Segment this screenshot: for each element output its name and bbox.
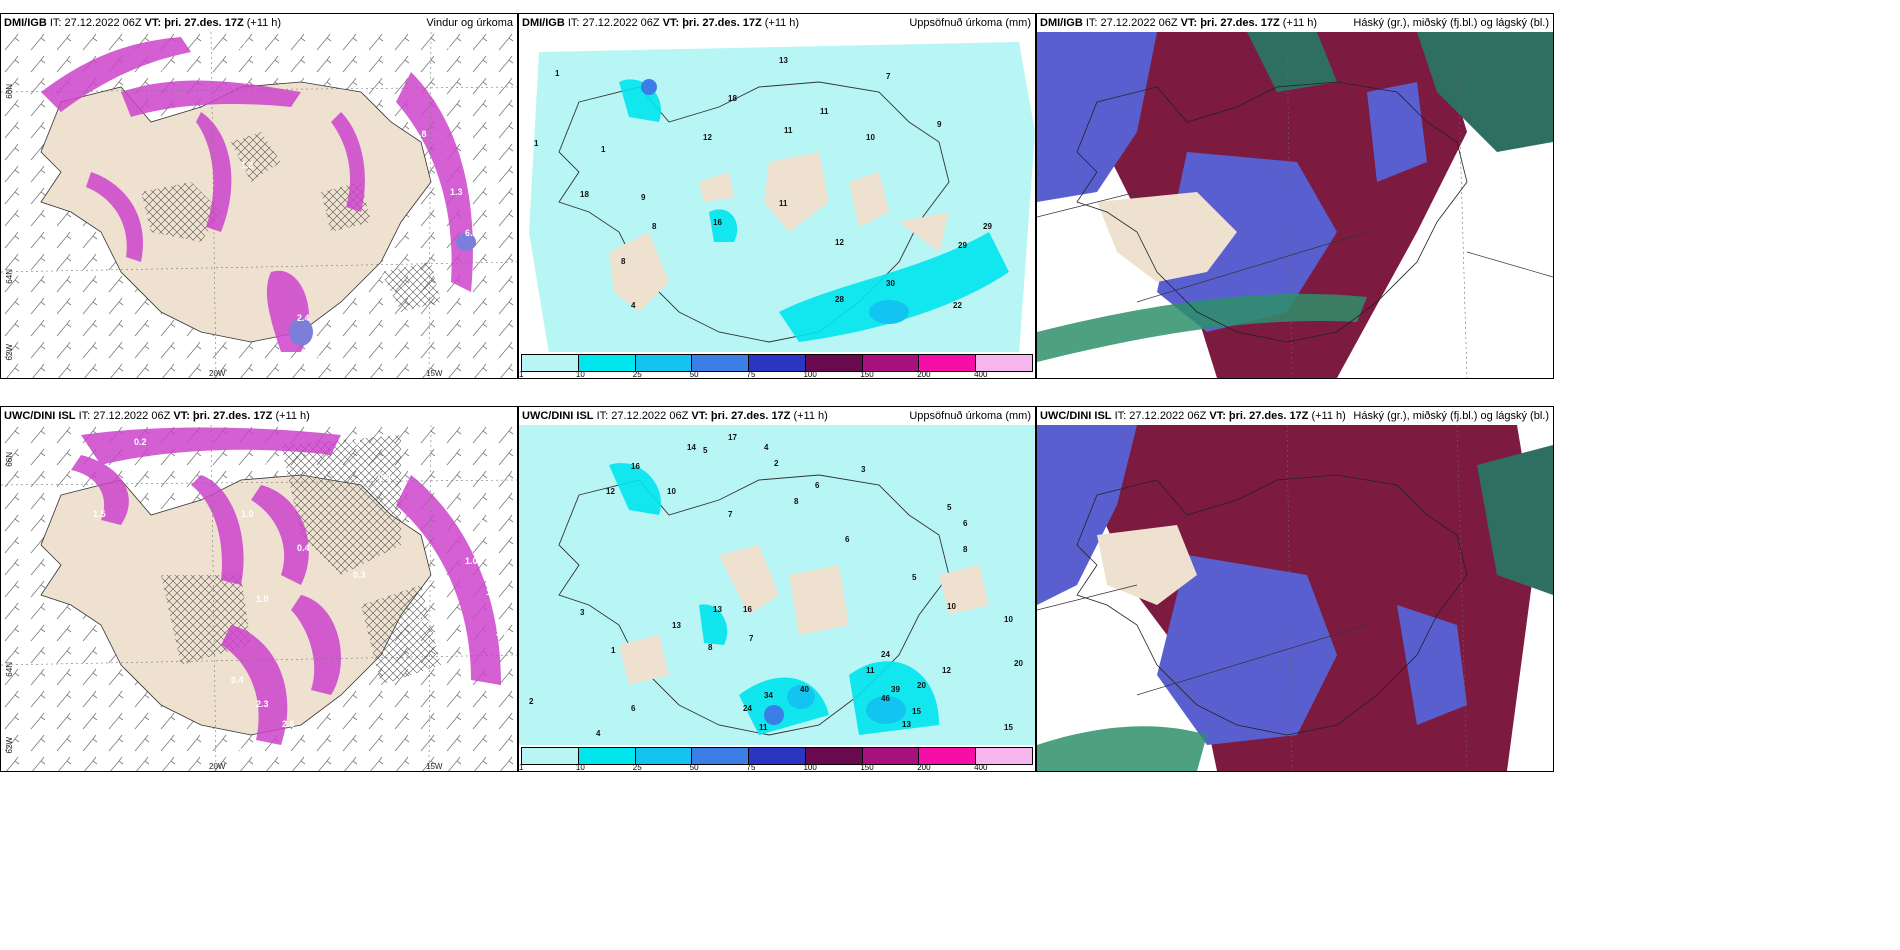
model-name: DMI/IGB xyxy=(4,17,47,29)
valid-time: VT: þri. 27.des. 17Z xyxy=(144,17,244,29)
legend-tick: 50 xyxy=(689,763,699,772)
legend-tick: 100 xyxy=(803,370,817,379)
legend-tick: 25 xyxy=(632,370,642,379)
cloud-map xyxy=(1037,425,1553,771)
legend-tick: 100 xyxy=(803,763,817,772)
wind-precip-map xyxy=(1,32,517,378)
init-time: IT: 27.12.2022 06Z xyxy=(596,410,689,422)
panel-accum-precip-uwc: UWC/DINI ISL IT: 27.12.2022 06Z VT: þri.… xyxy=(518,406,1036,772)
legend-swatch xyxy=(919,355,977,371)
valid-time: VT: þri. 27.des. 17Z xyxy=(1209,410,1309,422)
legend-swatch xyxy=(635,748,693,764)
legend-swatch xyxy=(692,748,750,764)
legend-tick: 400 xyxy=(974,370,988,379)
lead-time: (+11 h) xyxy=(1282,17,1318,29)
init-time: IT: 27.12.2022 06Z xyxy=(49,17,142,29)
legend-swatch xyxy=(862,748,920,764)
model-name: UWC/DINI ISL xyxy=(4,410,76,422)
init-time: IT: 27.12.2022 06Z xyxy=(567,17,660,29)
lon-label: 20W xyxy=(209,762,226,771)
legend-colorbar xyxy=(521,354,1033,372)
lat-label: 66N xyxy=(5,84,14,99)
legend-swatch xyxy=(522,355,579,371)
panel-title: Vindur og úrkoma xyxy=(426,17,513,29)
precip-legend: 1 10 25 50 75 100 150 200 400 xyxy=(519,745,1035,771)
panel-clouds-uwc: UWC/DINI ISL IT: 27.12.2022 06Z VT: þri.… xyxy=(1036,406,1554,772)
lat-label: 64N xyxy=(5,662,14,677)
panel-header: DMI/IGB IT: 27.12.2022 06Z VT: þri. 27.d… xyxy=(1037,14,1553,32)
valid-time: VT: þri. 27.des. 17Z xyxy=(173,410,273,422)
legend-swatch xyxy=(805,748,863,764)
lon-label: 15W xyxy=(426,762,443,771)
cloud-map xyxy=(1037,32,1553,378)
legend-tick: 200 xyxy=(917,763,931,772)
init-time: IT: 27.12.2022 06Z xyxy=(78,410,171,422)
panel-header: UWC/DINI ISL IT: 27.12.2022 06Z VT: þri.… xyxy=(519,407,1035,425)
legend-tick: 10 xyxy=(575,370,585,379)
panel-title: Háský (gr.), miðský (fj.bl.) og lágský (… xyxy=(1353,410,1549,422)
legend-swatch xyxy=(862,355,920,371)
lead-time: (+11 h) xyxy=(1311,410,1346,422)
panel-title: Háský (gr.), miðský (fj.bl.) og lágský (… xyxy=(1353,17,1549,29)
init-time: IT: 27.12.2022 06Z xyxy=(1114,410,1207,422)
legend-tick: 25 xyxy=(632,763,642,772)
panel-header: UWC/DINI ISL IT: 27.12.2022 06Z VT: þri.… xyxy=(1037,407,1553,425)
panel-header: DMI/IGB IT: 27.12.2022 06Z VT: þri. 27.d… xyxy=(1,14,517,32)
panel-clouds-dmi: DMI/IGB IT: 27.12.2022 06Z VT: þri. 27.d… xyxy=(1036,13,1554,379)
lead-time: (+11 h) xyxy=(246,17,282,29)
lat-label: 62W xyxy=(5,737,14,754)
lat-label: 66N xyxy=(5,452,14,467)
legend-tick: 400 xyxy=(974,763,988,772)
panel-wind-precip-uwc: UWC/DINI ISL IT: 27.12.2022 06Z VT: þri.… xyxy=(0,406,518,772)
legend-tick: 200 xyxy=(917,370,931,379)
legend-swatch xyxy=(522,748,579,764)
legend-tick: 75 xyxy=(746,763,756,772)
legend-swatch xyxy=(976,355,1033,371)
lat-label: 62W xyxy=(5,344,14,361)
lon-label: 15W xyxy=(426,369,443,378)
legend-swatch xyxy=(919,748,977,764)
valid-time: VT: þri. 27.des. 17Z xyxy=(691,410,791,422)
legend-swatch xyxy=(805,355,863,371)
legend-swatch xyxy=(976,748,1033,764)
precip-legend: 1 10 25 50 75 100 150 200 400 xyxy=(519,352,1035,378)
legend-swatch xyxy=(692,355,750,371)
model-name: DMI/IGB xyxy=(1040,17,1083,29)
legend-colorbar xyxy=(521,747,1033,765)
panel-accum-precip-dmi: DMI/IGB IT: 27.12.2022 06Z VT: þri. 27.d… xyxy=(518,13,1036,379)
model-name: UWC/DINI ISL xyxy=(1040,410,1112,422)
lead-time: (+11 h) xyxy=(275,410,310,422)
model-name: DMI/IGB xyxy=(522,17,565,29)
lon-label: 20W xyxy=(209,369,226,378)
legend-tick: 75 xyxy=(746,370,756,379)
panel-header: UWC/DINI ISL IT: 27.12.2022 06Z VT: þri.… xyxy=(1,407,517,425)
wind-precip-map xyxy=(1,425,517,771)
panel-title: Uppsöfnuð úrkoma (mm) xyxy=(909,17,1031,29)
legend-tick: 1 xyxy=(519,763,524,772)
legend-tick: 50 xyxy=(689,370,699,379)
legend-tick: 10 xyxy=(575,763,585,772)
panel-header: DMI/IGB IT: 27.12.2022 06Z VT: þri. 27.d… xyxy=(519,14,1035,32)
model-name: UWC/DINI ISL xyxy=(522,410,594,422)
legend-swatch xyxy=(578,355,636,371)
panel-wind-precip-dmi: DMI/IGB IT: 27.12.2022 06Z VT: þri. 27.d… xyxy=(0,13,518,379)
accum-precip-map xyxy=(519,425,1035,771)
lead-time: (+11 h) xyxy=(764,17,800,29)
panel-title: Uppsöfnuð úrkoma (mm) xyxy=(909,410,1031,422)
valid-time: VT: þri. 27.des. 17Z xyxy=(662,17,762,29)
legend-swatch xyxy=(578,748,636,764)
lat-label: 64N xyxy=(5,269,14,284)
legend-tick: 150 xyxy=(860,370,874,379)
legend-tick: 150 xyxy=(860,763,874,772)
legend-tick: 1 xyxy=(519,370,524,379)
init-time: IT: 27.12.2022 06Z xyxy=(1085,17,1178,29)
legend-swatch xyxy=(635,355,693,371)
accum-precip-map xyxy=(519,32,1035,378)
valid-time: VT: þri. 27.des. 17Z xyxy=(1180,17,1280,29)
lead-time: (+11 h) xyxy=(793,410,828,422)
legend-swatch xyxy=(749,748,806,764)
legend-swatch xyxy=(749,355,806,371)
